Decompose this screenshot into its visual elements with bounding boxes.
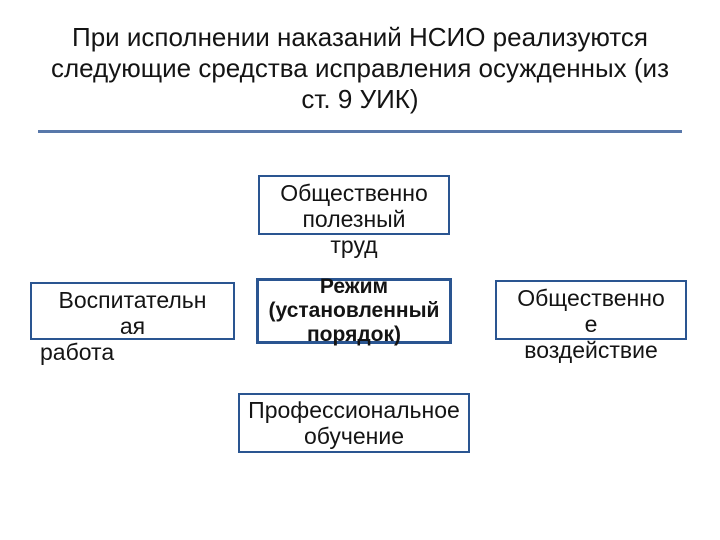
box-left-line2: ая <box>120 313 145 339</box>
box-right-line1: Общественно <box>517 285 665 311</box>
box-center: Режим (установленный порядок) <box>256 278 452 344</box>
box-top-overflow: труд <box>260 232 448 258</box>
box-top-line2: полезный <box>302 206 405 232</box>
box-right-text: Общественно е <box>517 285 665 338</box>
box-left-line1: Воспитательн <box>59 287 207 313</box>
box-left: Воспитательн ая работа <box>30 282 235 340</box>
box-left-text: Воспитательн ая <box>59 287 207 340</box>
box-top-line1: Общественно <box>280 180 428 206</box>
box-top-text: Общественно полезный <box>280 180 428 233</box>
box-bottom-text: Профессиональное обучение <box>240 397 468 450</box>
box-right-overflow: воздействие <box>497 337 685 363</box>
box-left-overflow: работа <box>40 339 114 365</box>
box-right: Общественно е воздействие <box>495 280 687 340</box>
title-underline <box>38 130 682 133</box>
box-center-text: Режим (установленный порядок) <box>259 275 449 347</box>
box-right-line2: е <box>585 311 598 337</box>
box-bottom: Профессиональное обучение <box>238 393 470 453</box>
box-top: Общественно полезный труд <box>258 175 450 235</box>
slide-title: При исполнении наказаний НСИО реализуютс… <box>0 22 720 116</box>
